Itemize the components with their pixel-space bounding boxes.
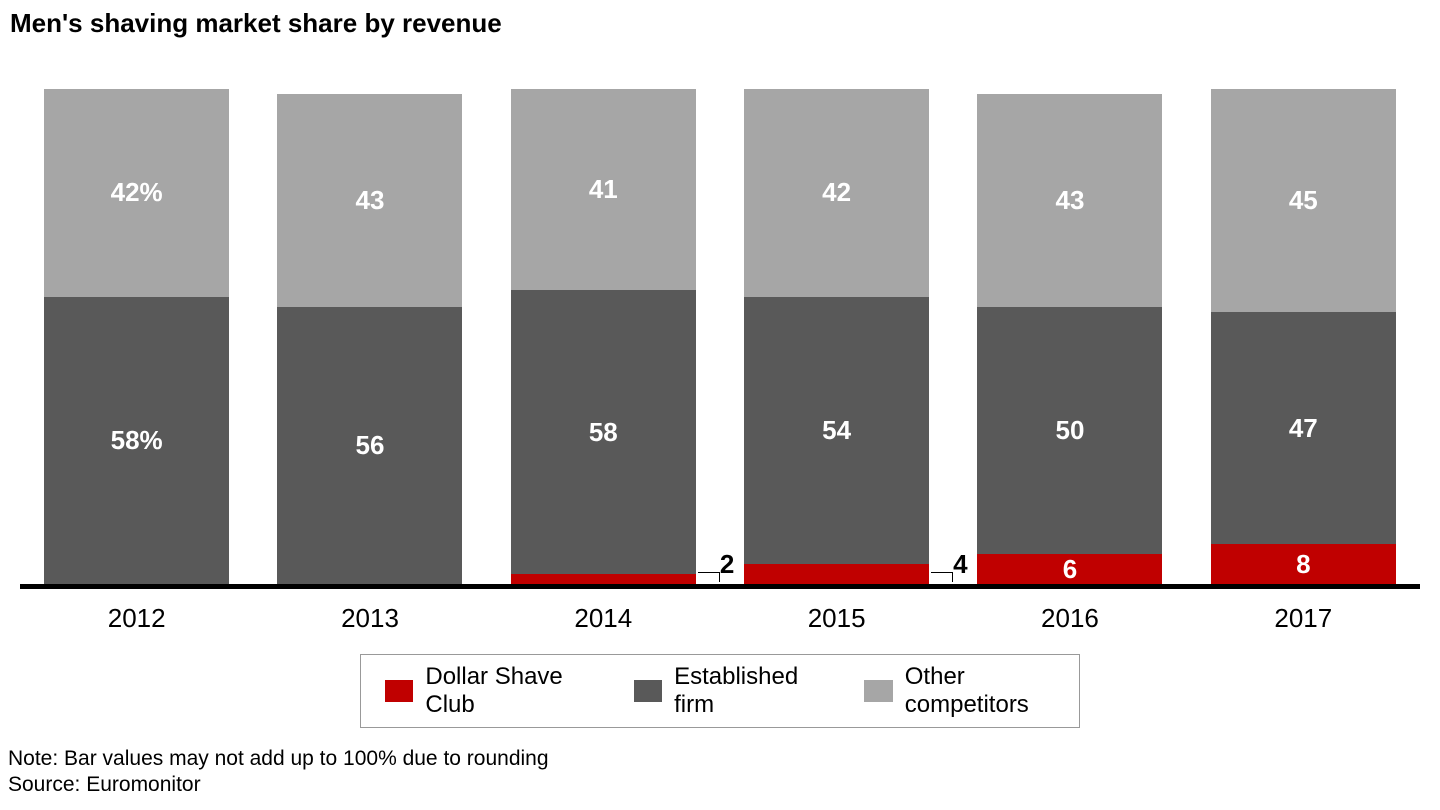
legend-swatch — [385, 680, 413, 702]
bar-segment-label: 42% — [111, 177, 163, 208]
bar-segment-dsc: 4 — [744, 564, 929, 584]
bar-segment-callout: 2 — [720, 549, 734, 584]
bar-segment-callout: 4 — [953, 549, 967, 584]
x-tick-label: 2013 — [277, 603, 462, 634]
bar-segment-label: 56 — [356, 430, 385, 461]
legend-label: Established firm — [674, 663, 808, 719]
bar-segment-est: 50 — [977, 307, 1162, 555]
stacked-bar: 8 47 45 — [1211, 89, 1396, 584]
bar-column: 8 47 45 — [1211, 89, 1396, 584]
legend-swatch — [864, 680, 892, 702]
bar-segment-label: 45 — [1289, 185, 1318, 216]
bar-segment-label: 58 — [589, 417, 618, 448]
bar-segment-other: 43 — [977, 94, 1162, 307]
stacked-bar: 4 54 42 — [744, 89, 929, 584]
footnote-text: Note: Bar values may not add up to 100% … — [8, 746, 549, 772]
stacked-bar: 58% 42% — [44, 89, 229, 584]
bar-segment-other: 42 — [744, 89, 929, 297]
bar-segment-label: 47 — [1289, 413, 1318, 444]
bar-segment-label: 50 — [1056, 415, 1085, 446]
bar-segment-est: 56 — [277, 307, 462, 584]
stacked-bar: 2 58 41 — [511, 89, 696, 584]
bar-segment-est: 58 — [511, 290, 696, 574]
x-tick-label: 2015 — [744, 603, 929, 634]
bar-segment-dsc: 8 — [1211, 544, 1396, 584]
stacked-bar: 56 43 — [277, 89, 462, 584]
bar-segment-dsc: 6 — [977, 554, 1162, 584]
bar-segment-label: 43 — [356, 185, 385, 216]
bar-segment-other: 43 — [277, 94, 462, 307]
bar-segment-est: 54 — [744, 297, 929, 564]
bar-segment-label: 54 — [822, 415, 851, 446]
bar-segment-other: 45 — [1211, 89, 1396, 312]
legend: Dollar Shave Club Established firm Other c… — [360, 654, 1080, 728]
bar-column: 6 50 43 — [977, 89, 1162, 584]
bar-segment-label: 8 — [1296, 549, 1310, 580]
legend-item: Other competitors — [864, 663, 1055, 719]
legend-item: Established firm — [634, 663, 809, 719]
bar-segment-label: 41 — [589, 174, 618, 205]
bar-segment-label: 6 — [1063, 554, 1077, 585]
x-tick-label: 2017 — [1211, 603, 1396, 634]
plot-area: 58%42%564325841454426504384745 201220132… — [20, 89, 1420, 589]
bar-column: 4 54 42 — [744, 89, 929, 584]
bars-row: 58%42%564325841454426504384745 — [20, 89, 1420, 584]
legend-label: Dollar Shave Club — [425, 663, 577, 719]
x-tick-label: 2012 — [44, 603, 229, 634]
legend-item: Dollar Shave Club — [385, 663, 578, 719]
bar-segment-label: 58% — [111, 425, 163, 456]
bar-column: 2 58 41 — [511, 89, 696, 584]
bar-segment-label: 42 — [822, 177, 851, 208]
footnotes: Note: Bar values may not add up to 100% … — [8, 746, 549, 799]
bar-segment-other: 42% — [44, 89, 229, 297]
bar-segment-other: 41 — [511, 89, 696, 290]
x-axis-labels: 2012 2013 2014 2015 2016 2017 — [20, 603, 1420, 634]
x-tick-label: 2014 — [511, 603, 696, 634]
x-tick-label: 2016 — [977, 603, 1162, 634]
bar-column: 58% 42% — [44, 89, 229, 584]
bar-segment-est: 58% — [44, 297, 229, 584]
source-text: Source: Euromonitor — [8, 772, 549, 798]
stacked-bar: 6 50 43 — [977, 89, 1162, 584]
legend-label: Other competitors — [905, 663, 1055, 719]
bar-segment-label: 43 — [1056, 185, 1085, 216]
bar-segment-dsc: 2 — [511, 574, 696, 584]
bar-column: 56 43 — [277, 89, 462, 584]
bar-segment-est: 47 — [1211, 312, 1396, 545]
legend-swatch — [634, 680, 662, 702]
x-axis-line — [20, 584, 1420, 589]
chart-title: Men's shaving market share by revenue — [8, 8, 1432, 39]
